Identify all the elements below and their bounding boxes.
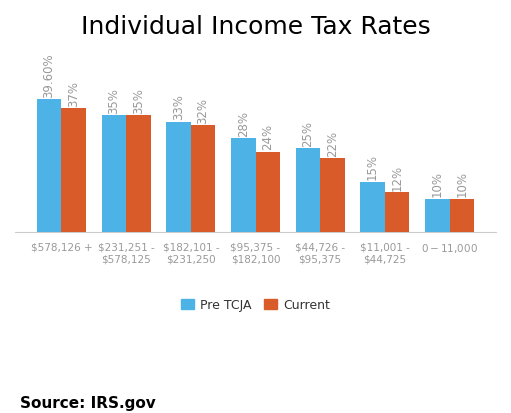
Bar (450, 199, 474, 232)
Bar (61, 108, 86, 232)
Text: 37%: 37% (67, 81, 80, 107)
Legend: Pre TCJA, Current: Pre TCJA, Current (176, 294, 335, 316)
Text: 25%: 25% (301, 121, 314, 147)
Text: 22%: 22% (326, 131, 339, 157)
Text: 35%: 35% (107, 88, 120, 114)
Text: 24%: 24% (261, 124, 274, 150)
Bar (126, 115, 151, 232)
Bar (425, 199, 450, 232)
Text: 28%: 28% (237, 111, 250, 137)
Bar (295, 148, 320, 232)
Text: 10%: 10% (455, 171, 469, 197)
Bar (191, 125, 216, 232)
Text: 15%: 15% (366, 154, 379, 180)
Text: 33%: 33% (172, 94, 185, 120)
Bar (166, 121, 191, 232)
Bar (231, 138, 256, 232)
Bar (360, 182, 385, 232)
Text: 12%: 12% (391, 164, 404, 190)
Text: 32%: 32% (197, 97, 210, 123)
Bar (37, 100, 61, 232)
Bar (102, 115, 126, 232)
Title: Individual Income Tax Rates: Individual Income Tax Rates (81, 15, 430, 39)
Text: 35%: 35% (132, 88, 145, 114)
Text: 39.60%: 39.60% (42, 54, 56, 98)
Text: 10%: 10% (431, 171, 444, 197)
Bar (385, 192, 409, 232)
Text: Source: IRS.gov: Source: IRS.gov (20, 396, 156, 411)
Bar (320, 158, 345, 232)
Bar (256, 152, 280, 232)
